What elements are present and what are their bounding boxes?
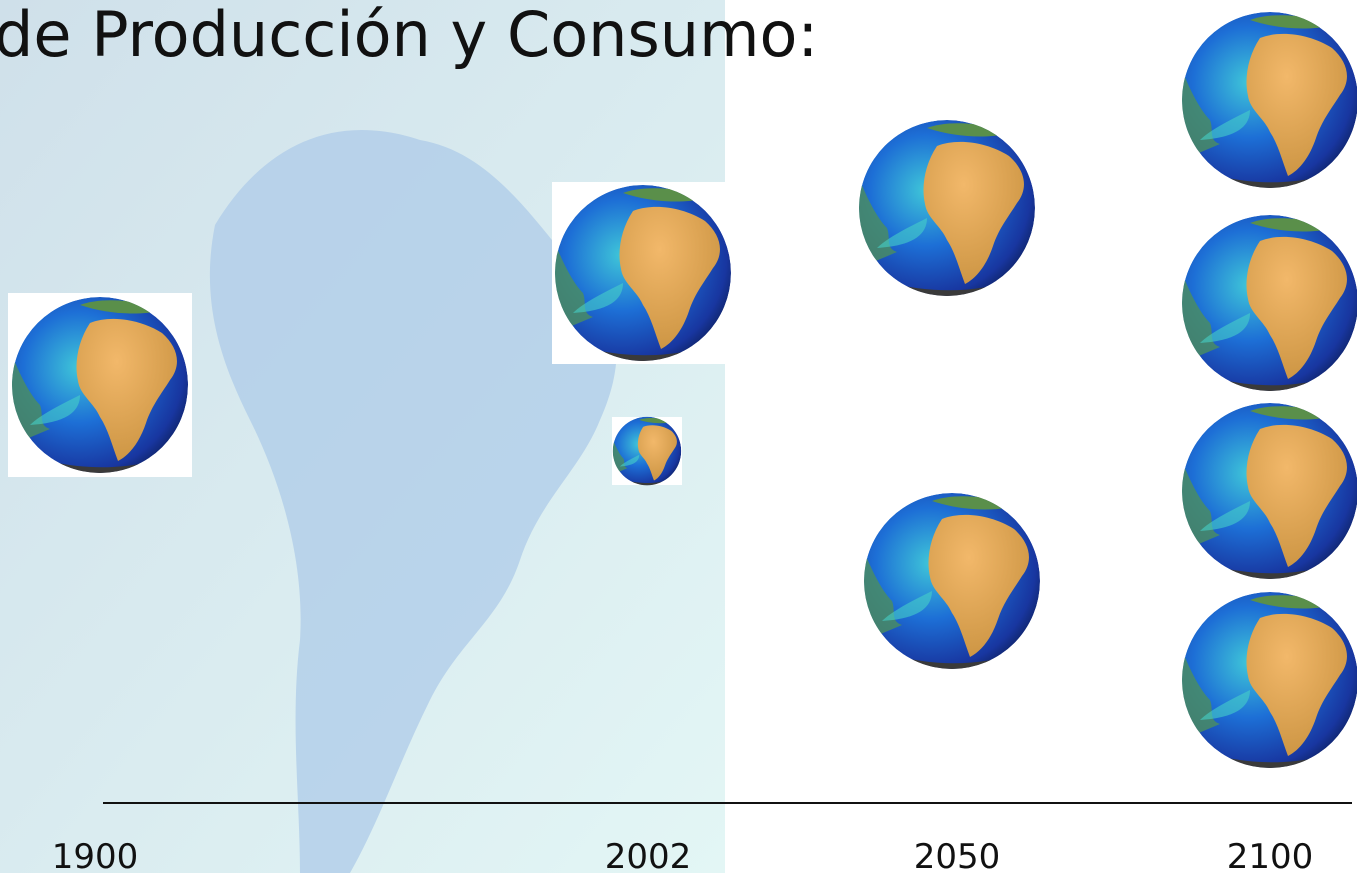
globe (859, 120, 1035, 298)
year-label: 2050 (914, 837, 1001, 873)
continent-map (209, 129, 617, 873)
globe (1182, 12, 1357, 190)
year-label: 2002 (605, 837, 692, 873)
year-label: 2100 (1227, 837, 1314, 873)
year-label: 1900 (52, 837, 139, 873)
slide-title: de Producción y Consumo: (0, 0, 818, 71)
globe (1182, 403, 1357, 581)
globe (1182, 215, 1357, 393)
globe (1182, 592, 1357, 770)
globe (864, 493, 1040, 671)
